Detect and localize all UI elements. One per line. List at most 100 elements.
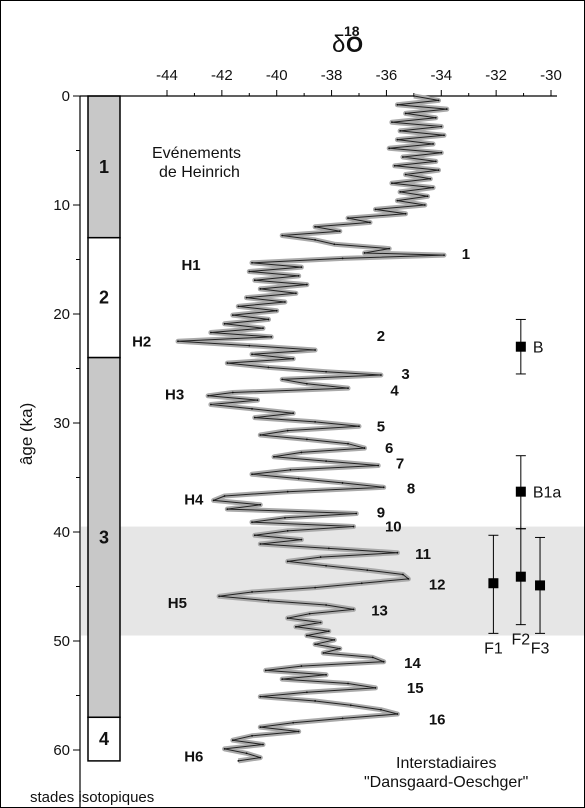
series-point bbox=[404, 212, 407, 215]
series-point bbox=[231, 739, 234, 742]
series-point bbox=[286, 490, 289, 493]
x-tick-label: -30 bbox=[540, 67, 562, 84]
highlight-band bbox=[81, 526, 584, 636]
series-point bbox=[275, 309, 278, 312]
series-point bbox=[300, 538, 303, 541]
series-point bbox=[407, 577, 410, 580]
series-point bbox=[248, 270, 251, 273]
series-point bbox=[245, 296, 248, 299]
interstadial-label-8: 8 bbox=[407, 480, 415, 497]
series-point bbox=[404, 173, 407, 176]
y-tick-label: 10 bbox=[53, 197, 70, 214]
series-point bbox=[259, 543, 262, 545]
series-point bbox=[377, 464, 380, 467]
series-point bbox=[325, 604, 327, 606]
series-point bbox=[380, 374, 382, 376]
series-point bbox=[251, 734, 253, 737]
series-point bbox=[325, 460, 327, 463]
series-point bbox=[292, 721, 295, 724]
series-point bbox=[212, 499, 215, 502]
series-point bbox=[231, 391, 234, 394]
series-point bbox=[231, 314, 234, 316]
sample-label-B: B bbox=[533, 340, 544, 357]
series-point bbox=[237, 305, 240, 308]
series-point bbox=[432, 143, 434, 145]
series-point bbox=[253, 534, 256, 537]
series-point bbox=[289, 468, 292, 471]
sample-marker-B1a bbox=[515, 486, 526, 497]
series-point bbox=[253, 279, 256, 282]
x-axis: -44 -42 -40 -38 -36 -34 -32 -30 bbox=[80, 67, 562, 97]
x-tick-label: -32 bbox=[485, 67, 507, 84]
x-tick-label: -44 bbox=[156, 67, 178, 84]
series-point bbox=[440, 151, 443, 154]
series-point bbox=[248, 344, 251, 347]
series-point bbox=[434, 116, 437, 119]
series-point bbox=[270, 335, 273, 338]
series-point bbox=[437, 169, 440, 172]
series-point bbox=[273, 455, 275, 458]
series-point bbox=[305, 438, 308, 441]
series-point bbox=[207, 394, 210, 397]
interstadial-label-14: 14 bbox=[404, 655, 421, 672]
heinrich-label-H5: H5 bbox=[168, 595, 187, 612]
series-point bbox=[366, 569, 369, 572]
series-point bbox=[341, 482, 344, 484]
series-point bbox=[281, 678, 284, 681]
stage-box-1 bbox=[87, 95, 121, 239]
sample-label-B1a: B1a bbox=[533, 485, 562, 502]
heinrich-label-H4: H4 bbox=[184, 491, 204, 508]
chart-title: δ 18 O bbox=[332, 23, 363, 58]
sample-marker-F2 bbox=[515, 571, 526, 582]
y-tick-label: 0 bbox=[62, 88, 70, 105]
series-point bbox=[393, 164, 396, 167]
series-point bbox=[314, 238, 317, 241]
series-point bbox=[396, 551, 399, 554]
series-point bbox=[325, 370, 327, 373]
heinrich-label-H2: H2 bbox=[132, 333, 151, 350]
series-point bbox=[338, 647, 341, 650]
series-point bbox=[443, 134, 445, 137]
series-point bbox=[223, 748, 226, 750]
series-point bbox=[391, 121, 393, 124]
stage-box-3 bbox=[87, 356, 121, 719]
series-point bbox=[314, 349, 317, 351]
series-point bbox=[253, 416, 256, 419]
series-point bbox=[396, 713, 399, 715]
series-point bbox=[338, 230, 341, 233]
series-point bbox=[426, 195, 429, 198]
interstadial-label-9: 9 bbox=[377, 504, 385, 521]
series-point bbox=[355, 512, 358, 515]
interstadial-title-1: Interstadiaires bbox=[396, 755, 497, 772]
series-point bbox=[218, 595, 221, 598]
series-point bbox=[305, 283, 308, 286]
series-point bbox=[358, 425, 360, 428]
title-o: O bbox=[346, 32, 363, 57]
series-point bbox=[327, 630, 330, 633]
series-point bbox=[281, 378, 284, 381]
interstadial-label-15: 15 bbox=[407, 680, 424, 697]
series-point bbox=[314, 643, 317, 646]
series-point bbox=[325, 564, 327, 567]
interstadial-label-11: 11 bbox=[415, 546, 431, 563]
series-point bbox=[347, 682, 349, 685]
stage-caption: stades isotopiques bbox=[30, 789, 154, 806]
series-point bbox=[297, 274, 300, 277]
stage-label-2: 2 bbox=[99, 288, 109, 308]
series-point bbox=[286, 429, 289, 432]
series-point bbox=[259, 503, 262, 506]
series-point bbox=[399, 191, 402, 193]
heinrich-title-1: Evénements bbox=[152, 145, 241, 162]
series-point bbox=[292, 412, 295, 415]
series-point bbox=[297, 477, 300, 480]
sample-label-F3: F3 bbox=[531, 640, 550, 657]
series-point bbox=[284, 516, 286, 519]
interstadial-label-1: 1 bbox=[462, 246, 470, 263]
series-point bbox=[286, 617, 289, 620]
series-point bbox=[264, 669, 267, 672]
series-point bbox=[404, 112, 407, 115]
series-point bbox=[223, 322, 226, 325]
series-point bbox=[440, 125, 443, 128]
